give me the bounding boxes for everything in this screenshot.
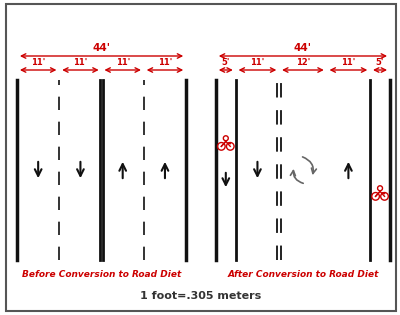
Text: 11': 11' — [250, 58, 264, 67]
Text: 5': 5' — [222, 58, 230, 67]
Text: 1 foot=.305 meters: 1 foot=.305 meters — [140, 291, 262, 301]
Text: 5': 5' — [376, 58, 384, 67]
Text: 44': 44' — [92, 43, 110, 53]
Bar — [17, 80, 186, 260]
Text: 11': 11' — [31, 58, 45, 67]
Text: After Conversion to Road Diet: After Conversion to Road Diet — [227, 270, 379, 279]
FancyBboxPatch shape — [6, 4, 396, 311]
Text: 12': 12' — [296, 58, 310, 67]
Text: 11': 11' — [341, 58, 356, 67]
Text: 11': 11' — [73, 58, 88, 67]
Text: Before Conversion to Road Diet: Before Conversion to Road Diet — [22, 270, 181, 279]
Text: 11': 11' — [158, 58, 172, 67]
Text: 44': 44' — [294, 43, 312, 53]
Text: 11': 11' — [116, 58, 130, 67]
Bar — [216, 80, 390, 260]
